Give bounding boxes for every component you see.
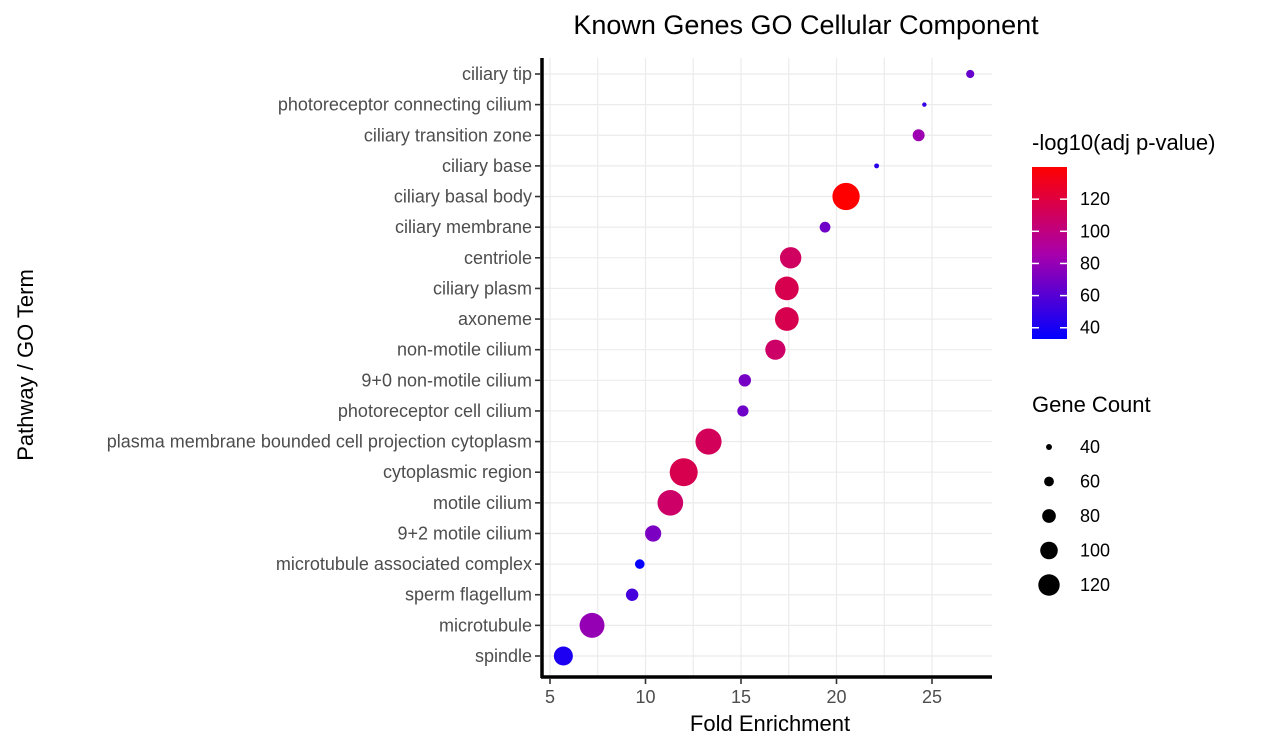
- data-point: [765, 339, 786, 360]
- y-tick-label: ciliary tip: [462, 64, 532, 84]
- y-tick-label: photoreceptor cell cilium: [338, 401, 532, 421]
- y-tick-label: plasma membrane bounded cell projection …: [107, 432, 532, 452]
- data-point: [819, 221, 831, 233]
- y-tick-label: ciliary transition zone: [364, 125, 532, 145]
- data-point: [738, 374, 752, 387]
- x-tick-label: 25: [922, 687, 942, 707]
- x-tick-label: 10: [635, 687, 655, 707]
- y-tick-label: ciliary basal body: [394, 187, 532, 207]
- data-point: [922, 102, 927, 107]
- y-tick-label: motile cilium: [433, 493, 532, 513]
- size-legend-dot: [1042, 509, 1056, 523]
- x-tick-label: 20: [826, 687, 846, 707]
- y-tick-labels: ciliary tip photoreceptor connecting cili…: [107, 64, 532, 666]
- size-legend: Gene Count 40 60 80 100 120: [1032, 392, 1151, 596]
- data-point: [912, 129, 925, 142]
- y-tick-label: 9+0 non-motile cilium: [361, 370, 532, 390]
- color-legend-label: 100: [1080, 221, 1110, 241]
- color-legend-bar: [1032, 167, 1067, 339]
- color-legend-label: 40: [1080, 318, 1100, 338]
- x-tick-label: 15: [731, 687, 751, 707]
- size-legend-dot: [1046, 444, 1052, 450]
- y-tick-label: 9+2 motile cilium: [397, 523, 532, 543]
- y-tick-label: photoreceptor connecting cilium: [278, 95, 532, 115]
- data-point: [774, 276, 799, 301]
- size-legend-label: 80: [1080, 506, 1100, 526]
- x-tick-label: 5: [545, 687, 555, 707]
- size-legend-dot: [1044, 476, 1054, 487]
- size-legend-dot: [1038, 574, 1060, 596]
- size-legend-title: Gene Count: [1032, 392, 1151, 417]
- data-point: [774, 307, 799, 331]
- data-point: [625, 588, 639, 601]
- y-tick-label: ciliary plasm: [433, 278, 532, 298]
- data-point: [779, 247, 802, 269]
- data-point: [737, 405, 749, 417]
- y-tick-label: microtubule: [439, 615, 532, 635]
- y-tick-label: ciliary base: [442, 156, 532, 176]
- x-tick-labels: 5 10 15 20 25: [545, 687, 942, 707]
- color-legend-label: 80: [1080, 253, 1100, 273]
- data-point: [874, 163, 880, 169]
- size-legend-label: 60: [1080, 472, 1100, 492]
- color-legend-title: -log10(adj p-value): [1032, 130, 1215, 155]
- data-point: [966, 69, 975, 79]
- x-axis-title: Fold Enrichment: [690, 711, 850, 736]
- color-legend: -log10(adj p-value) 40 60 80 100 120: [1032, 130, 1215, 339]
- plot-axes: [535, 58, 992, 684]
- y-tick-label: cytoplasmic region: [383, 462, 532, 482]
- size-legend-label: 100: [1080, 541, 1110, 561]
- plot-points: [553, 69, 975, 666]
- data-point: [695, 428, 722, 455]
- data-point: [645, 525, 662, 542]
- data-point: [553, 646, 573, 666]
- y-tick-label: spindle: [475, 646, 532, 666]
- size-legend-dot: [1040, 541, 1058, 560]
- y-tick-label: non-motile cilium: [397, 340, 532, 360]
- color-legend-label: 120: [1080, 189, 1110, 209]
- data-point: [657, 490, 684, 516]
- y-tick-label: microtubule associated complex: [276, 554, 532, 574]
- data-point: [669, 458, 698, 487]
- y-tick-label: axoneme: [458, 309, 532, 329]
- y-tick-label: centriole: [464, 248, 532, 268]
- data-point: [634, 559, 645, 569]
- y-axis-title: Pathway / GO Term: [13, 269, 38, 461]
- size-legend-label: 120: [1080, 575, 1110, 595]
- chart-title: Known Genes GO Cellular Component: [573, 10, 1039, 40]
- data-point: [579, 612, 605, 638]
- color-legend-label: 60: [1080, 286, 1100, 306]
- size-legend-label: 40: [1080, 437, 1100, 457]
- y-tick-label: sperm flagellum: [405, 585, 532, 605]
- y-tick-label: ciliary membrane: [395, 217, 532, 237]
- data-point: [832, 182, 860, 211]
- plot-grid: [542, 58, 992, 677]
